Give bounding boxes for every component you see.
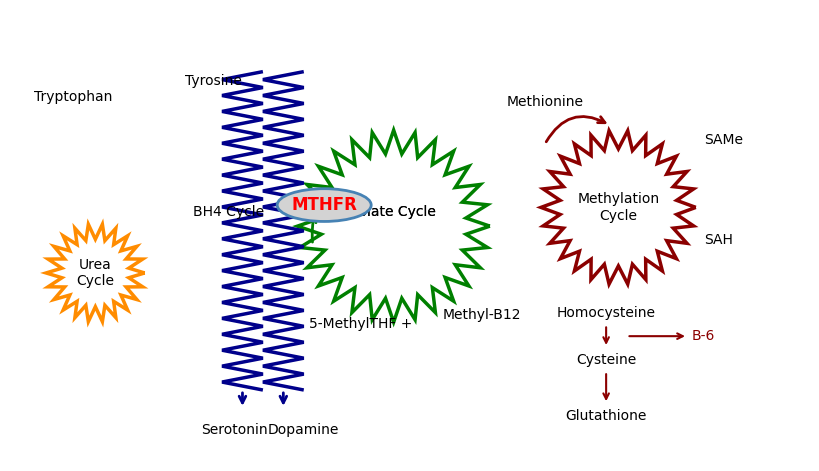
Text: BH4 Cycle: BH4 Cycle	[193, 205, 265, 219]
Text: Glutathione: Glutathione	[565, 409, 646, 423]
Text: Methyl-B12: Methyl-B12	[442, 308, 521, 322]
Text: Tyrosine: Tyrosine	[185, 74, 242, 88]
Text: SAMe: SAMe	[704, 132, 742, 146]
Text: Methylation
Cycle: Methylation Cycle	[577, 192, 658, 222]
Text: Tryptophan: Tryptophan	[34, 90, 112, 105]
Text: Serotonin: Serotonin	[201, 423, 267, 437]
Text: SAH: SAH	[704, 233, 732, 247]
Text: Dopamine: Dopamine	[268, 423, 339, 437]
Text: Homocysteine: Homocysteine	[556, 306, 655, 320]
Text: B-6: B-6	[691, 329, 714, 343]
Text: MTHFR: MTHFR	[291, 196, 357, 214]
Text: Folate Cycle: Folate Cycle	[351, 205, 436, 219]
Text: Folate Cycle: Folate Cycle	[351, 205, 436, 219]
Ellipse shape	[277, 189, 371, 221]
Text: Urea
Cycle: Urea Cycle	[76, 258, 114, 288]
Text: 5-MethylTHF +: 5-MethylTHF +	[309, 317, 412, 332]
Text: Cysteine: Cysteine	[575, 353, 636, 366]
Text: Methionine: Methionine	[505, 95, 582, 109]
